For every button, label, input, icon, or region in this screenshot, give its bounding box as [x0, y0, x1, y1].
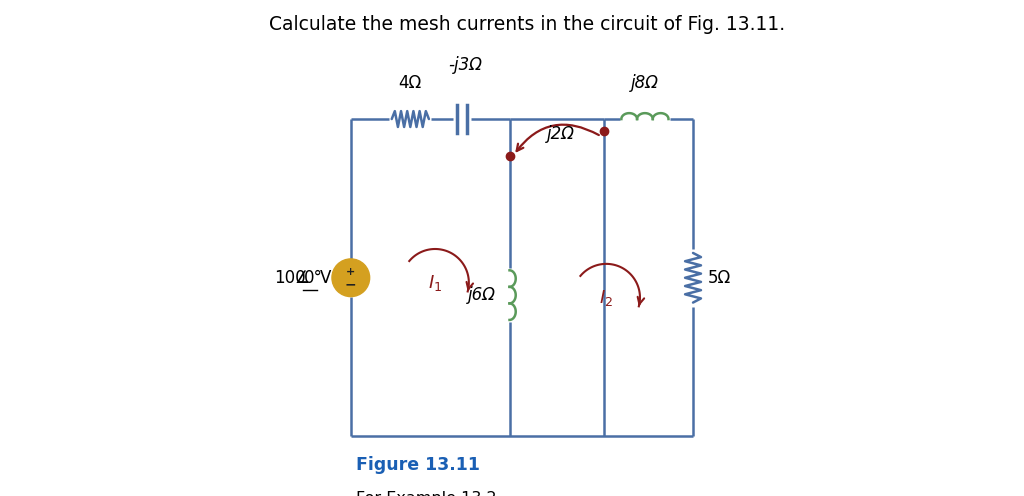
- Text: 0°: 0°: [304, 269, 323, 287]
- Text: j6Ω: j6Ω: [468, 286, 497, 304]
- Text: V: V: [319, 269, 331, 287]
- Text: 4Ω: 4Ω: [398, 74, 422, 92]
- Text: +: +: [346, 267, 355, 277]
- Text: Calculate the mesh currents in the circuit of Fig. 13.11.: Calculate the mesh currents in the circu…: [269, 15, 785, 34]
- Text: j8Ω: j8Ω: [631, 74, 658, 92]
- Text: 5Ω: 5Ω: [708, 269, 731, 287]
- Text: ∠: ∠: [295, 269, 309, 287]
- Text: $I_2$: $I_2$: [599, 288, 613, 308]
- Text: j2Ω: j2Ω: [547, 125, 574, 143]
- Text: Figure 13.11: Figure 13.11: [355, 456, 480, 474]
- Text: -j3Ω: -j3Ω: [447, 57, 482, 74]
- Text: For Example 13.2.: For Example 13.2.: [355, 491, 502, 496]
- Text: $I_1$: $I_1$: [428, 273, 442, 293]
- Text: −: −: [345, 277, 356, 291]
- Text: 100: 100: [274, 269, 305, 287]
- Circle shape: [332, 259, 370, 297]
